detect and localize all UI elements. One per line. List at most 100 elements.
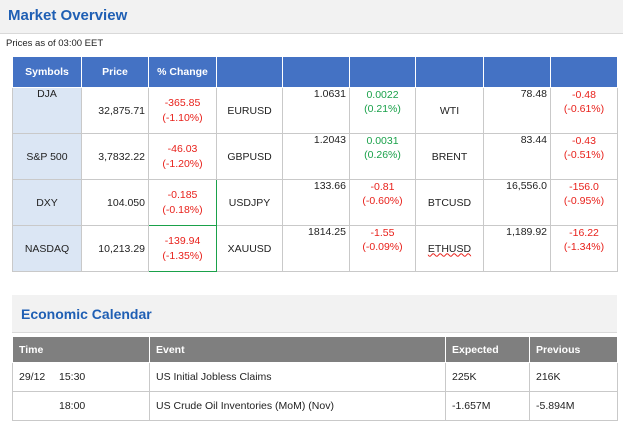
market-overview-table: Symbols Price % Change DJA 32,875.71 -36…: [12, 56, 618, 272]
event-clock: 15:30: [59, 371, 86, 383]
fx-pair: USDJPY: [216, 179, 283, 226]
event-time: 18:00: [12, 391, 150, 421]
fx-change: -0.81 (-0.60%): [349, 179, 416, 226]
fx-change: 0.0022 (0.21%): [349, 87, 416, 134]
market-header-row: Symbols Price % Change: [12, 56, 618, 88]
index-symbol: DJA: [12, 87, 82, 134]
index-change: -365.85 (-1.10%): [148, 87, 217, 134]
change-percent: (-0.51%): [563, 149, 605, 162]
table-row: S&P 500 3,7832.22 -46.03 (-1.20%) GBPUSD …: [12, 133, 618, 180]
col-header-empty: [216, 56, 283, 88]
commodity-price: 16,556.0: [483, 179, 551, 226]
change-percent: (0.21%): [364, 103, 401, 116]
change-percent: (-0.61%): [563, 103, 605, 116]
commodity-price: 1,189.92: [483, 225, 551, 272]
col-header-event: Event: [149, 336, 446, 363]
col-header-time: Time: [12, 336, 150, 363]
change-value: -0.185: [167, 189, 198, 202]
commodity-change: -16.22 (-1.34%): [550, 225, 618, 272]
change-value: 0.0031: [366, 135, 399, 147]
commodity-symbol: BRENT: [415, 133, 484, 180]
index-change: -0.185 (-0.18%): [148, 179, 217, 226]
change-value: -0.43: [572, 135, 596, 147]
fx-price: 133.66: [282, 179, 350, 226]
event-expected: -1.657M: [445, 391, 530, 421]
event-time: 29/12 15:30: [12, 362, 150, 392]
fx-price: 1814.25: [282, 225, 350, 272]
change-percent: (-0.09%): [362, 241, 403, 254]
fx-pair: XAUUSD: [216, 225, 283, 272]
change-value: -139.94: [164, 235, 201, 248]
index-price: 10,213.29: [81, 225, 149, 272]
change-value: -1.55: [370, 227, 395, 239]
event-expected: 225K: [445, 362, 530, 392]
col-header-empty: [415, 56, 484, 88]
change-value: -46.03: [167, 143, 198, 156]
change-value: -365.85: [164, 97, 201, 110]
index-price: 3,7832.22: [81, 133, 149, 180]
table-row: DJA 32,875.71 -365.85 (-1.10%) EURUSD 1.0…: [12, 87, 618, 134]
commodity-price: 78.48: [483, 87, 551, 134]
prices-timestamp: Prices as of 03:00 EET: [6, 38, 104, 49]
col-header-previous: Previous: [529, 336, 618, 363]
change-percent: (-0.60%): [362, 195, 403, 208]
change-value: -16.22: [569, 227, 599, 239]
change-percent: (-0.95%): [563, 195, 605, 208]
fx-price: 1.2043: [282, 133, 350, 180]
commodity-symbol: WTI: [415, 87, 484, 134]
market-overview-header: Market Overview: [0, 0, 623, 34]
table-row: 18:00 US Crude Oil Inventories (MoM) (No…: [12, 391, 618, 421]
spellcheck-underlined-text: ETHUSD: [427, 242, 472, 255]
fx-change: -1.55 (-0.09%): [349, 225, 416, 272]
event-clock: 18:00: [59, 400, 86, 412]
calendar-header-row: Time Event Expected Previous: [12, 336, 618, 363]
event-name: US Crude Oil Inventories (MoM) (Nov): [149, 391, 446, 421]
change-value: -156.0: [569, 181, 599, 193]
change-percent: (-1.10%): [162, 111, 203, 124]
col-header-change: % Change: [148, 56, 217, 88]
col-header-price: Price: [81, 56, 149, 88]
col-header-empty: [550, 56, 618, 88]
index-price: 104.050: [81, 179, 149, 226]
col-header-empty: [282, 56, 350, 88]
col-header-symbols: Symbols: [12, 56, 82, 88]
commodity-symbol: BTCUSD: [415, 179, 484, 226]
economic-calendar-table: Time Event Expected Previous 29/12 15:30 …: [12, 336, 618, 421]
change-percent: (-1.20%): [162, 157, 203, 170]
index-change: -46.03 (-1.20%): [148, 133, 217, 180]
change-percent: (-0.18%): [162, 203, 203, 216]
event-previous: -5.894M: [529, 391, 618, 421]
event-date: 29/12: [19, 371, 46, 383]
commodity-change: -156.0 (-0.95%): [550, 179, 618, 226]
index-symbol: NASDAQ: [12, 225, 82, 272]
table-row: DXY 104.050 -0.185 (-0.18%) USDJPY 133.66…: [12, 179, 618, 226]
fx-pair: GBPUSD: [216, 133, 283, 180]
col-header-empty: [349, 56, 416, 88]
commodity-change: -0.43 (-0.51%): [550, 133, 618, 180]
index-symbol: DXY: [12, 179, 82, 226]
table-row: NASDAQ 10,213.29 -139.94 (-1.35%) XAUUSD …: [12, 225, 618, 272]
commodity-price: 83.44: [483, 133, 551, 180]
fx-price: 1.0631: [282, 87, 350, 134]
change-percent: (-1.35%): [162, 249, 203, 262]
change-percent: (-1.34%): [563, 241, 605, 254]
change-value: 0.0022: [366, 89, 399, 101]
col-header-expected: Expected: [445, 336, 530, 363]
commodity-symbol: ETHUSD: [415, 225, 484, 272]
event-date: [19, 400, 59, 412]
fx-pair: EURUSD: [216, 87, 283, 134]
index-change: -139.94 (-1.35%): [148, 225, 217, 272]
table-row: 29/12 15:30 US Initial Jobless Claims 225…: [12, 362, 618, 392]
event-previous: 216K: [529, 362, 618, 392]
change-value: -0.48: [572, 89, 596, 101]
fx-change: 0.0031 (0.26%): [349, 133, 416, 180]
change-percent: (0.26%): [364, 149, 401, 162]
col-header-empty: [483, 56, 551, 88]
index-price: 32,875.71: [81, 87, 149, 134]
page-title: Market Overview: [8, 7, 128, 24]
commodity-change: -0.48 (-0.61%): [550, 87, 618, 134]
index-symbol: S&P 500: [12, 133, 82, 180]
change-value: -0.81: [370, 181, 395, 193]
event-name: US Initial Jobless Claims: [149, 362, 446, 392]
section-title: Economic Calendar: [21, 306, 152, 322]
